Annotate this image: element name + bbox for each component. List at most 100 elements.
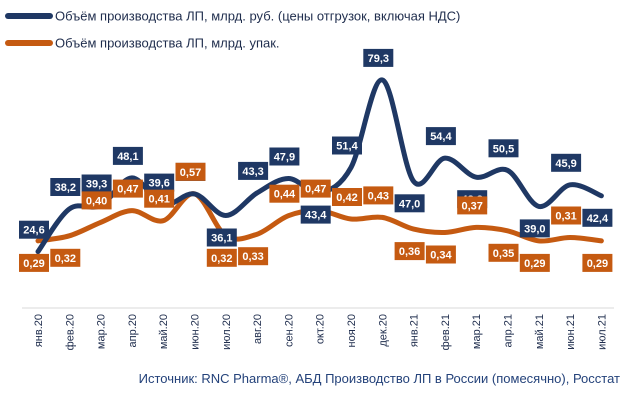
data-label-pack-text: 0,34	[430, 250, 452, 262]
data-label-pack-8: 0,44	[269, 184, 300, 203]
data-label-pack-text: 0,47	[305, 184, 326, 196]
data-label-pack-box	[425, 245, 456, 264]
data-label-rub-box	[488, 139, 519, 158]
data-label-pack-13: 0,34	[425, 245, 456, 264]
data-label-pack-4: 0,41	[144, 189, 175, 208]
legend: Объём производства ЛП, млрд. руб. (цены …	[5, 9, 460, 51]
data-label-pack-box	[238, 247, 269, 266]
data-label-rub-10: 51,4	[332, 136, 362, 155]
data-label-rub-text: 54,4	[430, 131, 452, 143]
data-label-pack-box	[144, 189, 175, 208]
data-label-rub-16: 39,0	[519, 219, 550, 238]
x-tick-label: фев.21	[440, 314, 452, 350]
x-tick-label: сен.20	[283, 314, 295, 347]
data-label-pack-text: 0,29	[23, 258, 44, 270]
x-tick-label: окт.20	[315, 314, 327, 344]
data-label-rub-box	[394, 194, 425, 213]
data-label-pack-text: 0,35	[493, 248, 514, 260]
data-label-pack-7: 0,33	[238, 247, 269, 266]
source-note: Источник: RNC Pharma®, АБД Производство …	[139, 371, 620, 386]
x-tick-label: июл.21	[596, 314, 608, 350]
data-label-pack-box	[363, 186, 394, 205]
data-label-rub-text: 47,9	[274, 152, 295, 164]
x-tick-label: май.21	[534, 314, 546, 349]
data-label-pack-box	[519, 253, 550, 272]
legend-item-pack: Объём производства ЛП, млрд. упак.	[5, 36, 280, 51]
data-label-pack-text: 0,42	[336, 192, 357, 204]
data-label-pack-box	[551, 206, 582, 225]
data-label-pack-text: 0,57	[180, 167, 201, 179]
data-label-rub-7: 43,3	[238, 161, 269, 180]
data-label-rub-text: 39,3	[86, 179, 107, 191]
data-label-pack-text: 0,31	[555, 211, 576, 223]
data-label-rub-box	[519, 219, 550, 238]
data-label-pack-box	[175, 162, 206, 181]
data-label-pack-box	[206, 248, 237, 267]
data-label-rub-text: 24,6	[23, 225, 44, 237]
data-label-pack-text: 0,33	[242, 251, 263, 263]
data-label-rub-9: 43,4	[300, 205, 331, 224]
data-label-rub-box	[363, 48, 394, 67]
data-label-rub-text: 48,1	[117, 151, 138, 163]
data-label-pack-0: 0,29	[19, 253, 49, 272]
data-label-rub-15: 50,5	[488, 139, 519, 158]
data-label-pack-11: 0,43	[363, 186, 394, 205]
data-label-pack-16: 0,29	[519, 253, 550, 272]
data-label-pack-box	[19, 253, 49, 272]
x-tick-label: ноя.20	[346, 314, 358, 347]
data-label-pack-2: 0,40	[81, 191, 112, 210]
data-label-rub-text: 51,4	[336, 141, 358, 153]
data-label-pack-15: 0,35	[488, 243, 519, 262]
data-label-pack-14: 0,37	[457, 196, 488, 215]
data-label-rub-box	[551, 153, 582, 172]
data-label-rub-0: 24,6	[19, 220, 49, 239]
x-tick-label: мар.21	[471, 314, 483, 349]
data-label-rub-text: 79,3	[368, 53, 389, 65]
data-label-pack-box	[300, 179, 331, 198]
data-label-pack-text: 0,43	[368, 190, 389, 202]
data-label-pack-18: 0,29	[582, 253, 613, 272]
data-label-rub-text: 50,5	[493, 143, 514, 155]
data-label-pack-box	[488, 243, 519, 262]
data-label-rub-text: 38,2	[55, 182, 76, 194]
data-label-rub-box	[332, 136, 362, 155]
data-label-pack-text: 0,32	[211, 253, 232, 265]
data-label-pack-17: 0,31	[551, 206, 582, 225]
legend-label-pack: Объём производства ЛП, млрд. упак.	[55, 36, 280, 51]
data-label-pack-box	[50, 248, 81, 267]
x-tick-label: мар.20	[96, 314, 108, 349]
data-label-pack-box	[582, 253, 613, 272]
data-label-rub-18: 42,4	[582, 208, 613, 227]
data-label-pack-text: 0,41	[148, 194, 169, 206]
data-label-pack-box	[332, 188, 362, 206]
data-label-pack-box	[269, 184, 300, 203]
data-label-pack-text: 0,29	[524, 258, 545, 270]
data-label-rub-box	[19, 220, 49, 239]
x-axis-ticks: янв.20 фев.20 мар.20 апр.20 май.20 июн.20 июл.…	[33, 314, 608, 350]
data-label-pack-box	[81, 191, 112, 210]
data-label-pack-text: 0,44	[274, 189, 296, 201]
data-label-rub-11: 79,3	[363, 48, 394, 67]
data-label-pack-9: 0,47	[300, 179, 331, 198]
x-tick-label: авг.20	[252, 314, 264, 344]
data-label-pack-12: 0,36	[394, 242, 425, 261]
data-label-rub-box	[425, 127, 456, 146]
data-label-rub-box	[50, 178, 81, 196]
x-tick-label: янв.20	[33, 314, 45, 347]
data-label-pack-6: 0,32	[206, 248, 237, 267]
x-tick-label: июн.20	[190, 314, 202, 350]
x-tick-label: июл.20	[221, 314, 233, 350]
data-label-rub-text: 43,4	[305, 210, 327, 222]
data-label-pack-text: 0,32	[55, 253, 76, 265]
data-label-rub-box	[238, 161, 269, 180]
data-label-pack-text: 0,29	[587, 258, 608, 270]
data-label-rub-text: 39,0	[524, 223, 545, 235]
data-label-pack-10: 0,42	[332, 188, 362, 206]
data-label-rub-8: 47,9	[269, 147, 300, 166]
data-label-pack-text: 0,37	[461, 200, 482, 212]
data-label-rub-box	[144, 173, 175, 192]
legend-item-rub: Объём производства ЛП, млрд. руб. (цены …	[5, 9, 460, 24]
data-label-rub-12: 47,0	[394, 194, 425, 213]
data-label-rub-text: 45,9	[555, 158, 576, 170]
